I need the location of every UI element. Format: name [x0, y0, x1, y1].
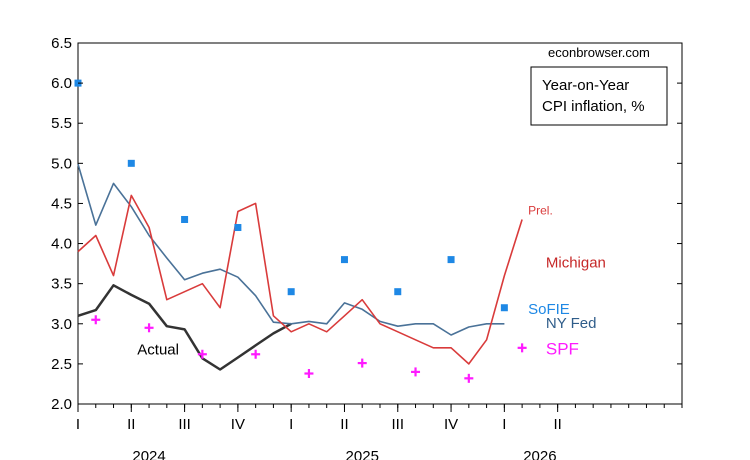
series-annotation: Actual: [137, 341, 179, 358]
sofie-point: [181, 215, 189, 223]
y-tick-label: 5.0: [51, 155, 72, 172]
legend-box: [530, 66, 668, 126]
x-tick-label: III: [178, 416, 191, 433]
spf-point: [517, 343, 527, 353]
series-annotation: Prel.: [528, 204, 553, 218]
watermark: econbrowser.com: [548, 45, 650, 60]
y-tick-label: 3.5: [51, 276, 72, 293]
sofie-point: [340, 256, 348, 264]
sofie-point: [127, 159, 135, 167]
series-annotation: Michigan: [546, 255, 606, 272]
x-year-label: 2025: [346, 448, 379, 460]
series-line-actual: [77, 284, 292, 371]
spf-point: [251, 349, 261, 359]
spf-point: [357, 358, 367, 368]
legend-box-line: CPI inflation, %: [542, 98, 645, 115]
x-tick-label: I: [289, 416, 293, 433]
sofie-point: [394, 288, 402, 296]
spf-point: [411, 367, 421, 377]
spf-point: [91, 315, 101, 325]
x-tick-label: II: [127, 416, 135, 433]
spf-point: [464, 373, 474, 383]
y-tick-label: 4.0: [51, 236, 72, 253]
legend-box-line: Year-on-Year: [542, 77, 629, 94]
y-tick-label: 2.0: [51, 396, 72, 413]
sofie-point: [234, 224, 242, 232]
series-layer: [77, 163, 523, 371]
series-line-ny-fed: [77, 163, 505, 336]
sofie-point: [447, 256, 455, 264]
axis-layer: 2.02.53.03.54.04.55.05.56.06.5I II III IV I I…: [51, 35, 683, 460]
x-tick-label: IV: [231, 416, 245, 433]
y-tick-label: 6.0: [51, 75, 72, 92]
spf-point: [144, 323, 154, 333]
series-annotation: NY Fed: [546, 315, 597, 332]
series-line-michigan: [77, 194, 523, 365]
spf-point: [197, 349, 207, 359]
x-tick-label: IV: [444, 416, 458, 433]
x-tick-label: II: [340, 416, 348, 433]
y-tick-label: 4.5: [51, 195, 72, 212]
marker-layer: [74, 79, 527, 383]
spf-point: [304, 369, 314, 379]
x-year-label: 2024: [132, 448, 165, 460]
y-tick-label: 5.5: [51, 115, 72, 132]
series-annotation: SoFIE: [528, 301, 570, 318]
y-tick-label: 3.0: [51, 316, 72, 333]
sofie-point: [500, 304, 508, 312]
x-tick-label: III: [392, 416, 405, 433]
series-annotation: SPF: [546, 339, 579, 358]
x-tick-label: I: [76, 416, 80, 433]
y-tick-label: 6.5: [51, 35, 72, 52]
x-tick-label: II: [553, 416, 561, 433]
sofie-point: [287, 288, 295, 296]
x-tick-label: I: [502, 416, 506, 433]
y-tick-label: 2.5: [51, 356, 72, 373]
x-year-label: 2026: [523, 448, 556, 460]
